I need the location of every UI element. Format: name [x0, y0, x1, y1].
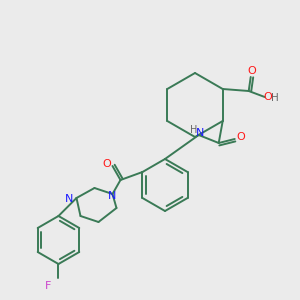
Text: N: N: [196, 128, 204, 138]
Text: O: O: [236, 132, 245, 142]
Text: F: F: [45, 281, 52, 291]
Text: O: O: [247, 66, 256, 76]
Text: O: O: [263, 92, 272, 102]
Text: H: H: [190, 125, 197, 135]
Text: H: H: [271, 93, 279, 103]
Text: O: O: [102, 159, 111, 169]
Text: N: N: [108, 191, 117, 201]
Text: N: N: [65, 194, 74, 204]
